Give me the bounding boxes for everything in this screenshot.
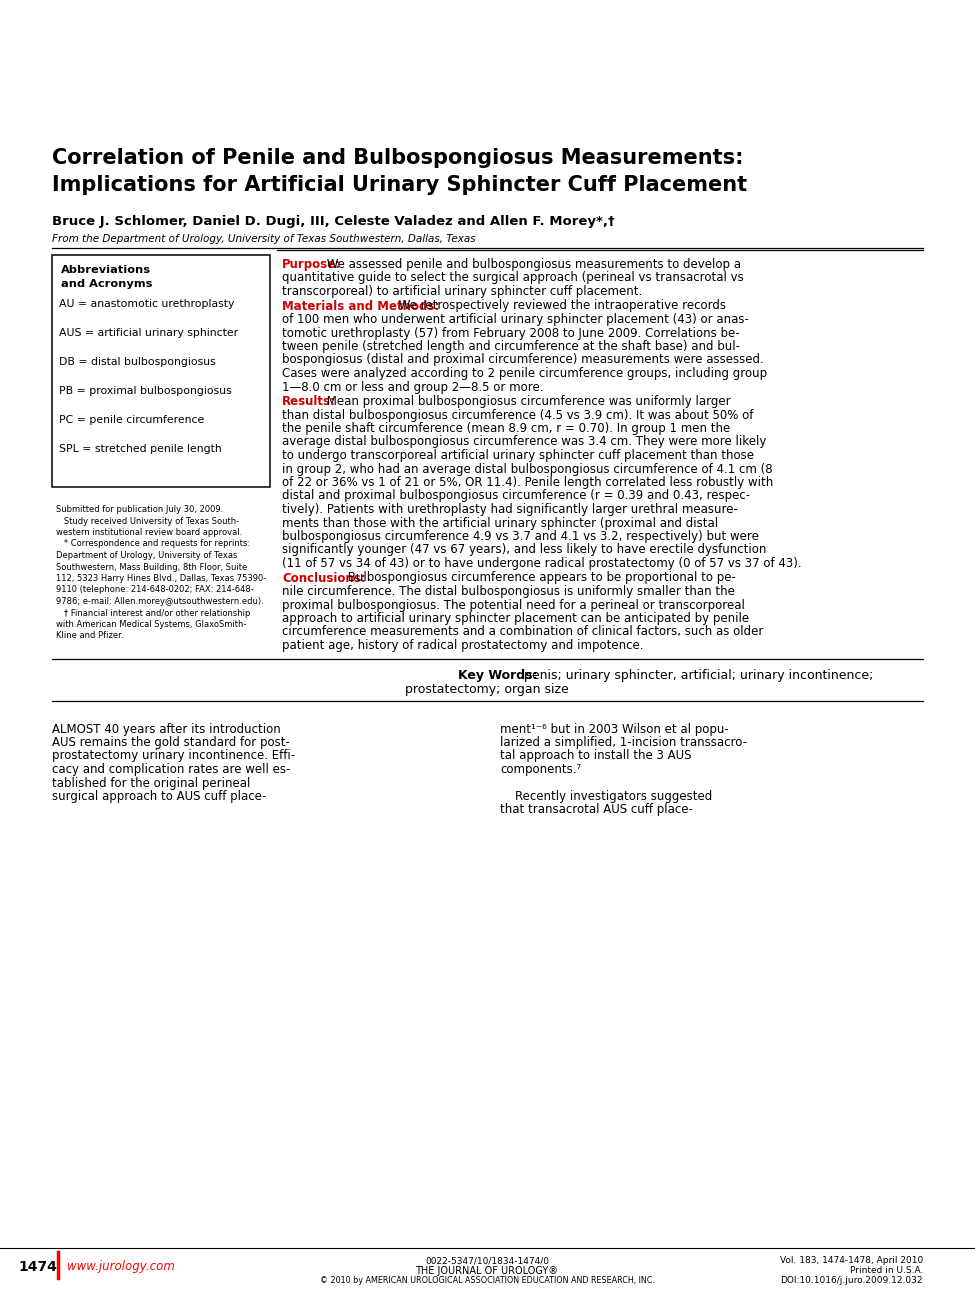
Text: bulbospongiosus circumference 4.9 vs 3.7 and 4.1 vs 3.2, respectively) but were: bulbospongiosus circumference 4.9 vs 3.7… [282,530,759,543]
Text: PC = penile circumference: PC = penile circumference [59,415,204,425]
Text: AUS remains the gold standard for post-: AUS remains the gold standard for post- [52,736,290,749]
Text: AU = anastomotic urethroplasty: AU = anastomotic urethroplasty [59,299,234,309]
Text: nile circumference. The distal bulbospongiosus is uniformly smaller than the: nile circumference. The distal bulbospon… [282,585,735,598]
Text: bospongiosus (distal and proximal circumference) measurements were assessed.: bospongiosus (distal and proximal circum… [282,354,763,367]
Text: © 2010 by AMERICAN UROLOGICAL ASSOCIATION EDUCATION AND RESEARCH, INC.: © 2010 by AMERICAN UROLOGICAL ASSOCIATIO… [320,1276,654,1285]
Text: western institutional review board approval.: western institutional review board appro… [56,529,242,536]
Text: circumference measurements and a combination of clinical factors, such as older: circumference measurements and a combina… [282,625,763,638]
Text: of 100 men who underwent artificial urinary sphincter placement (43) or anas-: of 100 men who underwent artificial urin… [282,313,749,326]
FancyBboxPatch shape [52,254,270,487]
Text: average distal bulbospongiosus circumference was 3.4 cm. They were more likely: average distal bulbospongiosus circumfer… [282,436,766,449]
Text: 9110 (telephone: 214-648-0202; FAX: 214-648-: 9110 (telephone: 214-648-0202; FAX: 214-… [56,586,254,595]
Text: Printed in U.S.A.: Printed in U.S.A. [849,1266,923,1275]
Text: tively). Patients with urethroplasty had significantly larger urethral measure-: tively). Patients with urethroplasty had… [282,502,738,515]
Text: Cases were analyzed according to 2 penile circumference groups, including group: Cases were analyzed according to 2 penil… [282,367,767,380]
Text: cacy and complication rates are well es-: cacy and complication rates are well es- [52,763,291,776]
Text: www.jurology.com: www.jurology.com [67,1261,175,1272]
Text: 112, 5323 Harry Hines Blvd., Dallas, Texas 75390-: 112, 5323 Harry Hines Blvd., Dallas, Tex… [56,574,266,583]
Text: THE JOURNAL OF UROLOGY®: THE JOURNAL OF UROLOGY® [415,1266,559,1276]
Text: Purpose:: Purpose: [282,258,341,271]
Text: SPL = stretched penile length: SPL = stretched penile length [59,444,221,454]
Text: approach to artificial urinary sphincter placement can be anticipated by penile: approach to artificial urinary sphincter… [282,612,749,625]
Text: Bruce J. Schlomer, Daniel D. Dugi, III, Celeste Valadez and Allen F. Morey*,†: Bruce J. Schlomer, Daniel D. Dugi, III, … [52,215,614,228]
Text: We assessed penile and bulbospongiosus measurements to develop a: We assessed penile and bulbospongiosus m… [323,258,741,271]
Text: transcorporeal) to artificial urinary sphincter cuff placement.: transcorporeal) to artificial urinary sp… [282,284,643,298]
Text: DB = distal bulbospongiosus: DB = distal bulbospongiosus [59,358,215,367]
Text: larized a simplified, 1-incision transsacro-: larized a simplified, 1-incision transsa… [500,736,747,749]
Text: Southwestern, Mass Building, 8th Floor, Suite: Southwestern, Mass Building, 8th Floor, … [56,562,248,572]
Text: Conclusions:: Conclusions: [282,572,366,585]
Text: Department of Urology, University of Texas: Department of Urology, University of Tex… [56,551,237,560]
Text: and Acronyms: and Acronyms [61,279,152,288]
Text: Kline and Pfizer.: Kline and Pfizer. [56,632,124,641]
Text: (11 of 57 vs 34 of 43) or to have undergone radical prostatectomy (0 of 57 vs 37: (11 of 57 vs 34 of 43) or to have underg… [282,557,801,570]
Text: patient age, history of radical prostatectomy and impotence.: patient age, history of radical prostate… [282,639,644,652]
Text: in group 2, who had an average distal bulbospongiosus circumference of 4.1 cm (8: in group 2, who had an average distal bu… [282,462,772,475]
Text: tablished for the original perineal: tablished for the original perineal [52,776,251,790]
Text: prostatectomy urinary incontinence. Effi-: prostatectomy urinary incontinence. Effi… [52,749,295,762]
Text: From the Department of Urology, University of Texas Southwestern, Dallas, Texas: From the Department of Urology, Universi… [52,234,476,244]
Text: Recently investigators suggested: Recently investigators suggested [500,790,713,803]
Text: Abbreviations: Abbreviations [61,265,151,275]
Text: AUS = artificial urinary sphincter: AUS = artificial urinary sphincter [59,328,238,338]
Text: Implications for Artificial Urinary Sphincter Cuff Placement: Implications for Artificial Urinary Sphi… [52,175,747,194]
Text: ment¹⁻⁶ but in 2003 Wilson et al popu-: ment¹⁻⁶ but in 2003 Wilson et al popu- [500,723,728,736]
Text: tween penile (stretched length and circumference at the shaft base) and bul-: tween penile (stretched length and circu… [282,341,740,352]
Text: We retrospectively reviewed the intraoperative records: We retrospectively reviewed the intraope… [395,300,726,312]
Text: tomotic urethroplasty (57) from February 2008 to June 2009. Correlations be-: tomotic urethroplasty (57) from February… [282,326,740,339]
Text: prostatectomy; organ size: prostatectomy; organ size [406,684,568,697]
Text: components.⁷: components.⁷ [500,763,581,776]
Text: 1—8.0 cm or less and group 2—8.5 or more.: 1—8.0 cm or less and group 2—8.5 or more… [282,381,543,394]
Text: surgical approach to AUS cuff place-: surgical approach to AUS cuff place- [52,790,266,803]
Text: Submitted for publication July 30, 2009.: Submitted for publication July 30, 2009. [56,505,223,514]
Text: 1474: 1474 [18,1261,57,1274]
Text: Study received University of Texas South-: Study received University of Texas South… [56,517,239,526]
Text: ALMOST 40 years after its introduction: ALMOST 40 years after its introduction [52,723,281,736]
Text: quantitative guide to select the surgical approach (perineal vs transacrotal vs: quantitative guide to select the surgica… [282,271,744,284]
Text: ments than those with the artificial urinary sphincter (proximal and distal: ments than those with the artificial uri… [282,517,719,530]
Text: † Financial interest and/or other relationship: † Financial interest and/or other relati… [56,608,251,617]
Text: Materials and Methods:: Materials and Methods: [282,300,440,312]
Text: that transacrotal AUS cuff place-: that transacrotal AUS cuff place- [500,804,693,817]
Text: Bulbospongiosus circumference appears to be proportional to pe-: Bulbospongiosus circumference appears to… [344,572,736,585]
Text: Mean proximal bulbospongiosus circumference was uniformly larger: Mean proximal bulbospongiosus circumfere… [323,395,731,408]
Text: with American Medical Systems, GlaxoSmith-: with American Medical Systems, GlaxoSmit… [56,620,247,629]
Text: proximal bulbospongiosus. The potential need for a perineal or transcorporeal: proximal bulbospongiosus. The potential … [282,599,745,612]
Text: distal and proximal bulbospongiosus circumference (r = 0.39 and 0.43, respec-: distal and proximal bulbospongiosus circ… [282,489,750,502]
Text: DOI:10.1016/j.juro.2009.12.032: DOI:10.1016/j.juro.2009.12.032 [781,1276,923,1285]
Text: to undergo transcorporeal artificial urinary sphincter cuff placement than those: to undergo transcorporeal artificial uri… [282,449,754,462]
Text: * Correspondence and requests for reprints:: * Correspondence and requests for reprin… [56,539,251,548]
Text: Correlation of Penile and Bulbospongiosus Measurements:: Correlation of Penile and Bulbospongiosu… [52,147,744,168]
Text: of 22 or 36% vs 1 of 21 or 5%, OR 11.4). Penile length correlated less robustly : of 22 or 36% vs 1 of 21 or 5%, OR 11.4).… [282,476,773,489]
Text: Key Words:: Key Words: [458,668,537,681]
Text: tal approach to install the 3 AUS: tal approach to install the 3 AUS [500,749,691,762]
Text: 9786; e-mail: Allen.morey@utsouthwestern.edu).: 9786; e-mail: Allen.morey@utsouthwestern… [56,596,264,606]
Text: significantly younger (47 vs 67 years), and less likely to have erectile dysfunc: significantly younger (47 vs 67 years), … [282,543,766,556]
Text: the penile shaft circumference (mean 8.9 cm, r = 0.70). In group 1 men the: the penile shaft circumference (mean 8.9… [282,422,730,435]
Text: Vol. 183, 1474-1478, April 2010: Vol. 183, 1474-1478, April 2010 [780,1255,923,1265]
Text: PB = proximal bulbospongiosus: PB = proximal bulbospongiosus [59,386,232,395]
Text: 0022-5347/10/1834-1474/0: 0022-5347/10/1834-1474/0 [425,1255,549,1265]
Text: Results:: Results: [282,395,335,408]
Text: than distal bulbospongiosus circumference (4.5 vs 3.9 cm). It was about 50% of: than distal bulbospongiosus circumferenc… [282,408,754,422]
Text: penis; urinary sphincter, artificial; urinary incontinence;: penis; urinary sphincter, artificial; ur… [516,668,874,681]
